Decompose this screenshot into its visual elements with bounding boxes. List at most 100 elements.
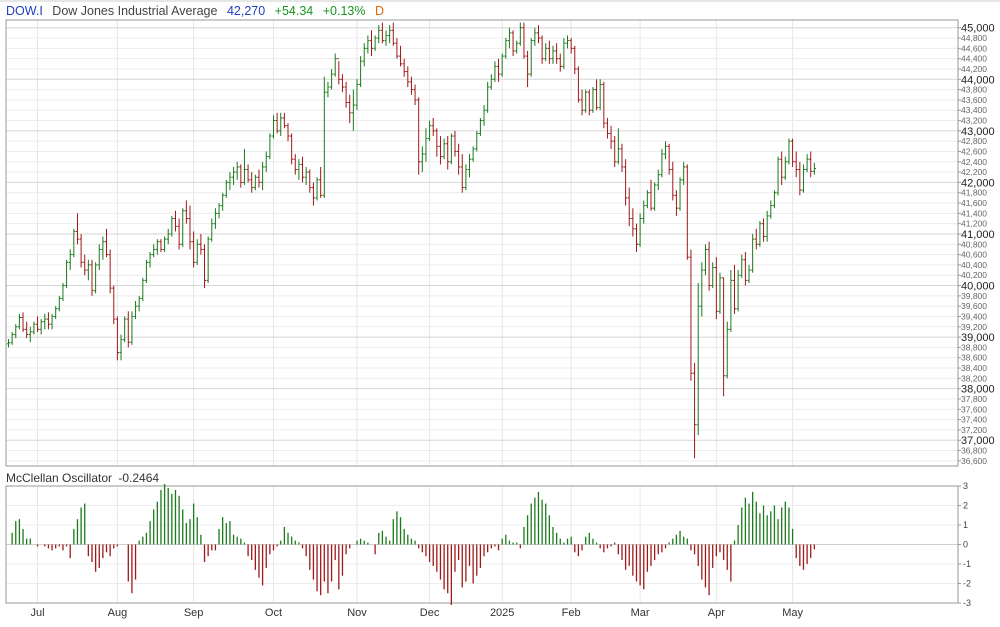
ohlc-bar <box>246 164 250 183</box>
ohlc-bar <box>776 156 780 196</box>
price-tick-label: 44,400 <box>961 54 987 64</box>
ohlc-bar <box>90 259 94 296</box>
ohlc-bar <box>308 169 312 193</box>
ohlc-bar <box>115 316 119 361</box>
ohlc-bar <box>21 312 25 332</box>
ohlc-bar <box>740 254 744 278</box>
ohlc-bar <box>6 339 11 348</box>
price-tick-label: 38,800 <box>961 342 987 352</box>
ohlc-bar <box>355 79 359 111</box>
price-change: +54.34 <box>274 4 314 18</box>
ohlc-bar <box>337 58 341 85</box>
ohlc-bar <box>663 141 668 160</box>
ohlc-bar <box>602 81 606 129</box>
ohlc-bar <box>703 244 708 276</box>
ohlc-bar <box>558 53 562 72</box>
ohlc-bar <box>25 321 29 339</box>
osc-tick-label: 3 <box>963 481 968 491</box>
ohlc-bar <box>446 136 450 170</box>
ohlc-bar <box>551 45 555 64</box>
ohlc-bar <box>453 130 457 157</box>
ohlc-bar <box>417 97 421 175</box>
price-change-percent: +0.13% <box>322 4 366 18</box>
ohlc-bar <box>587 89 591 116</box>
ohlc-bar <box>420 146 424 173</box>
ohlc-bar <box>812 162 816 175</box>
ohlc-bar <box>224 179 228 198</box>
ohlc-bar <box>177 218 181 250</box>
ohlc-bar <box>529 38 533 77</box>
ohlc-bar <box>300 156 305 183</box>
period-label[interactable]: D <box>374 4 384 18</box>
ohlc-bar <box>112 285 116 325</box>
ohlc-bar <box>769 200 773 219</box>
ohlc-bar <box>50 313 54 330</box>
ohlc-bar <box>94 262 98 294</box>
x-tick-label: Feb <box>562 607 581 619</box>
ohlc-bar <box>569 38 573 54</box>
price-tick-label: 40,200 <box>961 270 987 280</box>
ohlc-bar <box>507 27 512 49</box>
ohlc-bar <box>736 270 740 312</box>
ohlc-bar <box>435 128 439 157</box>
ohlc-bar <box>584 89 588 113</box>
ohlc-bar <box>634 223 639 253</box>
ohlc-bar <box>406 66 410 88</box>
price-tick-label: 37,800 <box>961 394 987 404</box>
oscillator-y-axis: -3 -2 -1 0 1 2 3 <box>958 481 971 608</box>
ohlc-bar <box>751 233 755 273</box>
ohlc-bar <box>427 120 432 142</box>
ohlc-bar <box>591 87 595 113</box>
ohlc-bar <box>486 81 490 113</box>
ohlc-bar <box>213 208 218 229</box>
x-tick-label: Mar <box>631 607 650 619</box>
ohlc-bar <box>359 56 363 88</box>
ohlc-bar <box>17 313 21 330</box>
ohlc-bar <box>340 74 345 93</box>
ohlc-bar <box>660 148 664 178</box>
ohlc-bar <box>221 192 225 211</box>
ohlc-bar <box>57 295 61 312</box>
price-tick-label: 43,000 <box>961 126 995 138</box>
ohlc-bar <box>565 35 570 49</box>
ohlc-bar <box>282 112 286 129</box>
ohlc-bar <box>297 159 301 180</box>
ohlc-bar <box>366 35 370 54</box>
ohlc-bar <box>783 156 787 180</box>
ohlc-bar <box>547 40 551 64</box>
osc-tick-label: 1 <box>963 520 968 530</box>
ohlc-bar <box>210 218 214 242</box>
ohlc-bar <box>10 331 14 345</box>
ohlc-bar <box>667 143 671 175</box>
ohlc-bar <box>798 161 802 196</box>
symbol-label[interactable]: DOW.I <box>6 4 43 18</box>
ohlc-bar <box>645 190 649 209</box>
ohlc-bar <box>772 190 777 209</box>
x-tick-label: May <box>782 607 803 619</box>
ohlc-bar <box>155 239 159 255</box>
price-tick-label: 37,400 <box>961 415 987 425</box>
ohlc-bar <box>351 89 355 131</box>
ohlc-bar <box>97 244 101 271</box>
ohlc-bar <box>620 143 624 173</box>
price-tick-label: 41,600 <box>961 198 987 208</box>
ohlc-bar <box>765 210 769 242</box>
price-tick-label: 41,200 <box>961 219 987 229</box>
ohlc-bar <box>573 45 577 75</box>
ohlc-bar <box>242 148 247 185</box>
ohlc-bar <box>231 166 236 185</box>
ohlc-bar <box>137 295 141 312</box>
ohlc-bar <box>518 22 522 46</box>
index-name: Dow Jones Industrial Average <box>52 4 218 18</box>
ohlc-bar <box>467 154 472 178</box>
ohlc-bar <box>315 177 319 201</box>
ohlc-bar <box>68 249 72 271</box>
ohlc-bar <box>130 311 134 345</box>
ohlc-bar <box>580 89 584 116</box>
ohlc-bar <box>413 84 417 106</box>
ohlc-bar <box>725 321 729 379</box>
date-x-axis: Jul Aug Sep Oct Nov Dec 2025 Feb Mar Apr May <box>31 607 804 619</box>
ohlc-bar <box>525 50 530 88</box>
ohlc-bar <box>732 264 737 314</box>
